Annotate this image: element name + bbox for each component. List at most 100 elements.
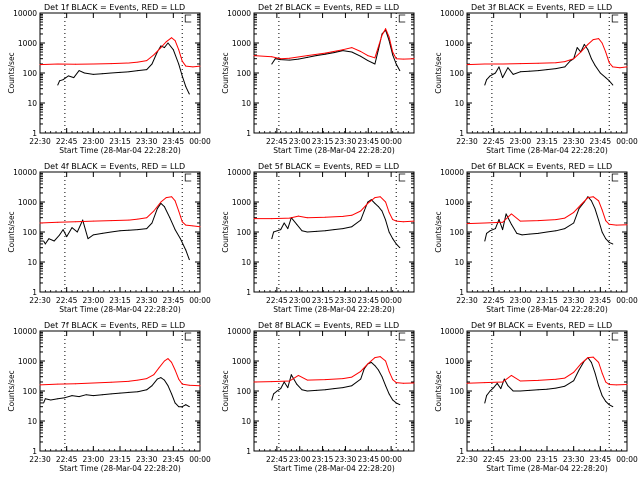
events-data-point <box>367 201 369 203</box>
lld-data-point <box>253 55 255 57</box>
lld-data-point <box>324 216 326 218</box>
events-data-point <box>399 247 401 249</box>
x-tick-label: 23:00 <box>83 137 105 146</box>
attenuator-bracket <box>398 14 406 23</box>
lld-data-point <box>324 379 326 381</box>
lld-data-point <box>605 220 607 222</box>
events-data-point <box>590 361 592 363</box>
x-tick-label: 23:00 <box>83 296 105 305</box>
events-data-point <box>392 399 394 401</box>
events-data-point <box>601 231 603 233</box>
events-data-point <box>171 393 173 395</box>
lld-data-point <box>402 382 404 384</box>
lld-data-point <box>615 224 617 226</box>
lld-data-point <box>360 210 362 212</box>
events-data-point <box>605 238 607 240</box>
events-data-point <box>83 72 85 74</box>
events-data-point <box>276 390 278 392</box>
events-data-point <box>101 232 103 234</box>
events-data-point <box>494 72 496 74</box>
lld-data-point <box>379 196 381 198</box>
chart-panel-7: Det 7f BLACK = Events, RED = LLD 1 10 100 10… <box>7 321 211 473</box>
panel-title: Det 4f BLACK = Events, RED = LLD <box>44 162 185 171</box>
x-tick-label: 00:00 <box>616 296 638 305</box>
events-data-point <box>507 67 509 69</box>
events-data-point <box>289 59 291 61</box>
lld-data-point <box>360 51 362 53</box>
x-tick-label: 23:30 <box>136 137 158 146</box>
panel-title: Det 8f BLACK = Events, RED = LLD <box>258 321 399 330</box>
events-data-point <box>273 231 275 233</box>
y-tick-label: 1 <box>246 447 251 456</box>
lld-data-point <box>392 219 394 221</box>
events-data-point <box>537 70 539 72</box>
lld-data-point <box>367 55 369 57</box>
lld-data-point <box>188 384 190 386</box>
chart-panel-9: Det 9f BLACK = Events, RED = LLD 1 10 100 10… <box>434 321 638 473</box>
lld-data-point <box>92 63 94 65</box>
events-series-line <box>271 361 401 406</box>
events-data-point <box>496 382 498 384</box>
events-data-point <box>363 210 365 212</box>
lld-data-point <box>605 51 607 53</box>
panel-title: Det 6f BLACK = Events, RED = LLD <box>471 162 612 171</box>
y-tick-label: 10000 <box>227 168 251 177</box>
events-data-point <box>374 365 376 367</box>
y-tick-label: 10000 <box>13 168 37 177</box>
events-data-point <box>555 230 557 232</box>
lld-data-point <box>598 200 600 202</box>
x-tick-label: 23:30 <box>335 296 357 305</box>
y-tick-label: 1 <box>459 447 464 456</box>
lld-data-point <box>502 221 504 223</box>
events-data-point <box>44 398 46 400</box>
y-tick-label: 1000 <box>232 198 251 207</box>
events-data-point <box>484 240 486 242</box>
lld-data-point <box>342 49 344 51</box>
y-tick-label: 10000 <box>227 9 251 18</box>
lld-data-point <box>601 372 603 374</box>
events-data-point <box>392 238 394 240</box>
plot-frame <box>466 330 628 452</box>
y-axis-label: Counts/sec <box>434 370 443 411</box>
x-tick-label: 22:45 <box>56 296 78 305</box>
y-tick-label: 1 <box>459 288 464 297</box>
lld-data-point <box>351 47 353 49</box>
events-data-point <box>119 392 121 394</box>
x-axis-label: Start Time (28-Mar-04 22:28:20) <box>59 146 181 155</box>
events-data-point <box>160 45 162 47</box>
y-tick-label: 10 <box>241 417 251 426</box>
lld-data-point <box>385 201 387 203</box>
events-data-point <box>179 238 181 240</box>
lld-data-point <box>573 371 575 373</box>
events-data-point <box>146 69 148 71</box>
events-data-point <box>377 49 379 51</box>
events-data-point <box>43 240 45 242</box>
events-data-point <box>599 72 601 74</box>
events-data-point <box>167 385 169 387</box>
events-data-point <box>185 404 187 406</box>
x-axis-label: Start Time (28-Mar-04 22:28:20) <box>59 464 181 473</box>
events-data-point <box>583 43 585 45</box>
y-tick-label: 1 <box>459 129 464 138</box>
panel-title: Det 1f BLACK = Events, RED = LLD <box>44 3 185 12</box>
lld-data-point <box>271 218 273 220</box>
attenuator-bracket <box>184 14 192 23</box>
events-data-point <box>601 395 603 397</box>
lld-data-point <box>466 64 468 66</box>
lld-data-point <box>502 63 504 65</box>
x-tick-label: 22:30 <box>29 137 51 146</box>
x-tick-label: 23:45 <box>590 455 612 464</box>
events-data-point <box>486 79 488 81</box>
y-tick-label: 1000 <box>445 357 464 366</box>
chart-panel-5: Det 5f BLACK = Events, RED = LLD 1 10 100 10… <box>221 162 415 314</box>
events-data-point <box>324 53 326 55</box>
events-data-point <box>271 63 273 65</box>
x-tick-label: 22:30 <box>456 137 478 146</box>
lld-data-point <box>484 222 486 224</box>
events-data-point <box>119 230 121 232</box>
events-data-point <box>388 40 390 42</box>
events-data-point <box>57 398 59 400</box>
lld-data-point <box>110 381 112 383</box>
lld-data-point <box>306 217 308 219</box>
y-tick-label: 10 <box>454 99 464 108</box>
